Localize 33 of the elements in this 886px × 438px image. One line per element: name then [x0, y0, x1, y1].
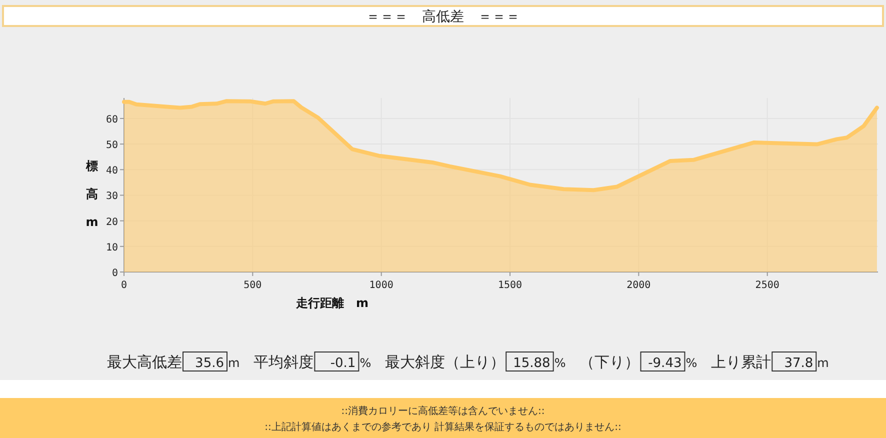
x-tick-label: 0	[120, 280, 128, 291]
text: %	[360, 356, 372, 370]
y-tick-label: 0	[112, 268, 118, 279]
y-tick-label: 30	[106, 191, 118, 202]
y-axis-title: 標高m	[85, 159, 98, 229]
text: 最大高低差	[107, 353, 182, 371]
text: 平均斜度	[254, 353, 314, 371]
text: 35.6	[195, 356, 224, 371]
x-tick-label: 2000	[626, 280, 651, 291]
text: -9.43	[648, 356, 682, 371]
x-tick-label: 500	[244, 280, 262, 291]
text: -0.1	[330, 356, 356, 371]
x-tick-label: 2500	[755, 280, 780, 291]
x-tick-label: 1000	[369, 280, 394, 291]
text: m	[228, 356, 240, 370]
text: m	[817, 356, 829, 370]
y-tick-label: 50	[106, 140, 118, 152]
text: 37.8	[784, 356, 814, 371]
y-tick-label: 20	[106, 216, 118, 228]
chart-title: ＝＝＝ 高低差 ＝＝＝	[366, 9, 520, 25]
x-axis-title: 走行距離 m	[295, 296, 369, 310]
text: ::上記計算値はあくまでの参考であり 計算結果を保証するものではありません::	[264, 421, 622, 433]
text: 最大斜度（上り）	[385, 353, 506, 371]
y-tick-label: 10	[106, 242, 118, 254]
text: 15.88	[513, 356, 550, 371]
x-tick-label: 1500	[498, 280, 522, 291]
text: 上り累計	[711, 353, 772, 371]
text: （下り）	[580, 353, 640, 371]
text: %	[554, 356, 566, 370]
y-tick-label: 60	[106, 114, 118, 126]
text: ::消費カロリーに高低差等は含んでいません::	[341, 405, 545, 417]
text: %	[686, 356, 698, 370]
y-tick-label: 40	[106, 166, 118, 177]
